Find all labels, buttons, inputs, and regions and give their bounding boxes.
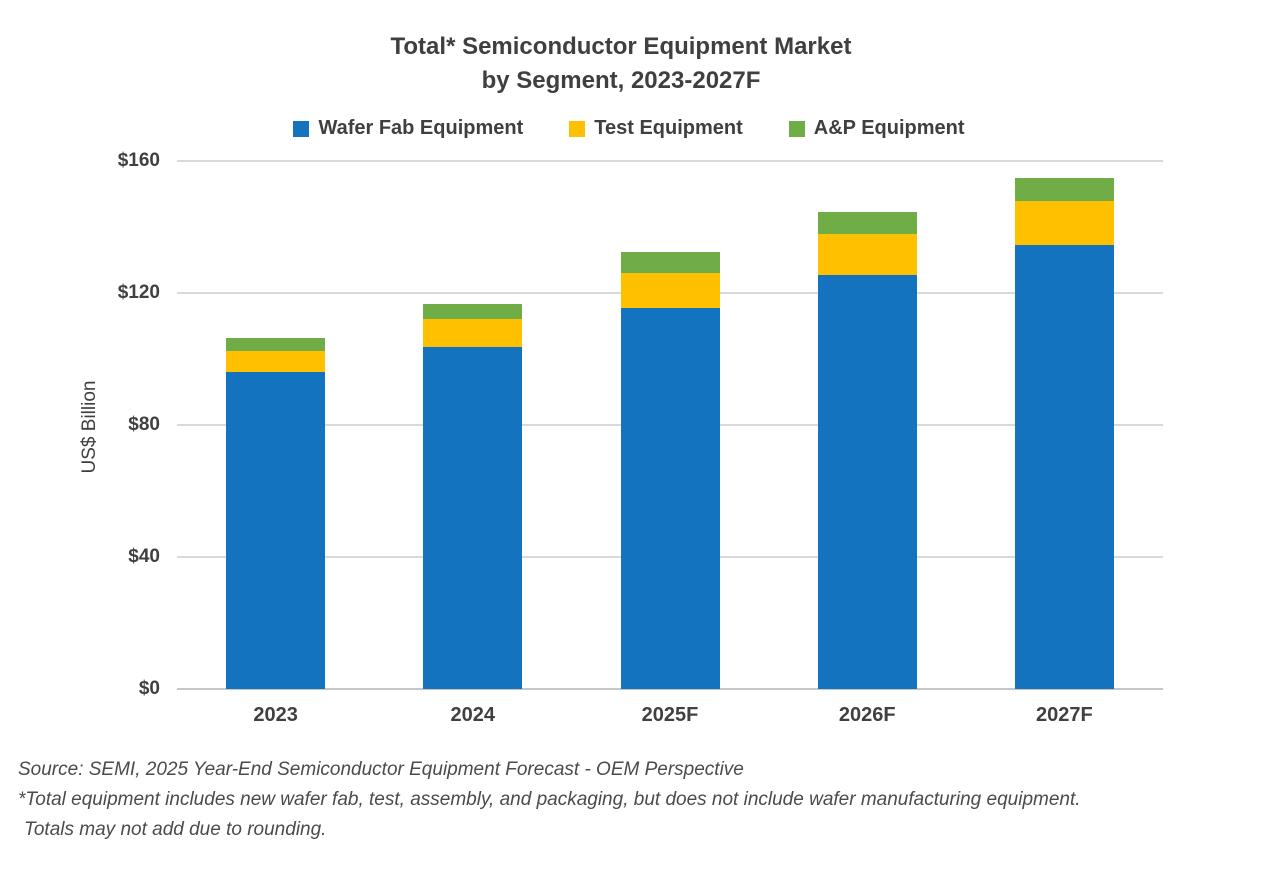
bar-2027f-wafer-fab-equipment <box>1014 245 1114 689</box>
bar-2024-a-p-equipment <box>423 303 523 320</box>
gridline-160 <box>177 160 1163 162</box>
bar-2027f-a-p-equipment <box>1014 177 1114 201</box>
gridline-0 <box>177 688 1163 690</box>
ytick-label-80: $80 <box>128 414 160 435</box>
bar-2023-wafer-fab-equipment <box>226 372 326 689</box>
bar-2025f-test-equipment <box>620 273 720 308</box>
source-line: Source: SEMI, 2025 Year-End Semiconducto… <box>18 759 744 780</box>
legend-item-wafer-fab-equipment: Wafer Fab Equipment <box>293 117 523 140</box>
ytick-label-160: $160 <box>117 150 160 171</box>
chart-title: Total* Semiconductor Equipment Market by… <box>0 30 1242 98</box>
bar-2023-a-p-equipment <box>226 338 326 352</box>
xtick-label-2027f: 2027F <box>1036 704 1093 726</box>
bar-2024-test-equipment <box>423 319 523 348</box>
legend-swatch-test-equipment <box>569 120 586 137</box>
bar-2026f-test-equipment <box>817 233 917 275</box>
bar-2026f-a-p-equipment <box>817 211 917 234</box>
ytick-label-120: $120 <box>117 282 160 303</box>
xtick-label-2026f: 2026F <box>838 704 896 726</box>
bar-2024-wafer-fab-equipment <box>423 347 523 689</box>
footnote-line: *Total equipment includes new wafer fab,… <box>18 789 1081 810</box>
y-axis-ticks: $0 $40 $80 $120 $160 <box>0 150 160 699</box>
xtick-label-2023: 2023 <box>253 704 298 726</box>
legend: Wafer Fab Equipment Test Equipment A&P Equ… <box>0 117 1258 140</box>
legend-item-test-equipment: Test Equipment <box>569 117 743 140</box>
xtick-label-2024: 2024 <box>450 704 496 726</box>
ytick-label-0: $0 <box>138 678 160 699</box>
legend-label-test-equipment: Test Equipment <box>594 117 743 139</box>
bar-2026f-wafer-fab-equipment <box>817 274 917 689</box>
bar-2023-test-equipment <box>226 351 326 373</box>
legend-label-a-p-equipment: A&P Equipment <box>813 117 965 139</box>
footnotes: Source: SEMI, 2025 Year-End Semiconducto… <box>18 755 1268 845</box>
plot-area: 2023 2024 2025F 2026F 2027F <box>177 160 1163 726</box>
chart-title-line2: by Segment, 2023-2027F <box>481 67 761 94</box>
legend-item-a-p-equipment: A&P Equipment <box>788 117 965 140</box>
ytick-label-40: $40 <box>128 546 160 567</box>
bar-2027f-test-equipment <box>1014 200 1114 246</box>
rounding-note-line: Totals may not add due to rounding. <box>24 819 327 840</box>
xtick-label-2025f: 2025F <box>641 704 699 726</box>
bar-2025f-wafer-fab-equipment <box>620 307 720 689</box>
legend-swatch-wafer-fab-equipment <box>293 120 310 137</box>
bar-2025f-a-p-equipment <box>620 251 720 274</box>
legend-swatch-a-p-equipment <box>788 120 805 137</box>
legend-label-wafer-fab-equipment: Wafer Fab Equipment <box>318 117 524 139</box>
chart-title-line1: Total* Semiconductor Equipment Market <box>390 33 852 60</box>
